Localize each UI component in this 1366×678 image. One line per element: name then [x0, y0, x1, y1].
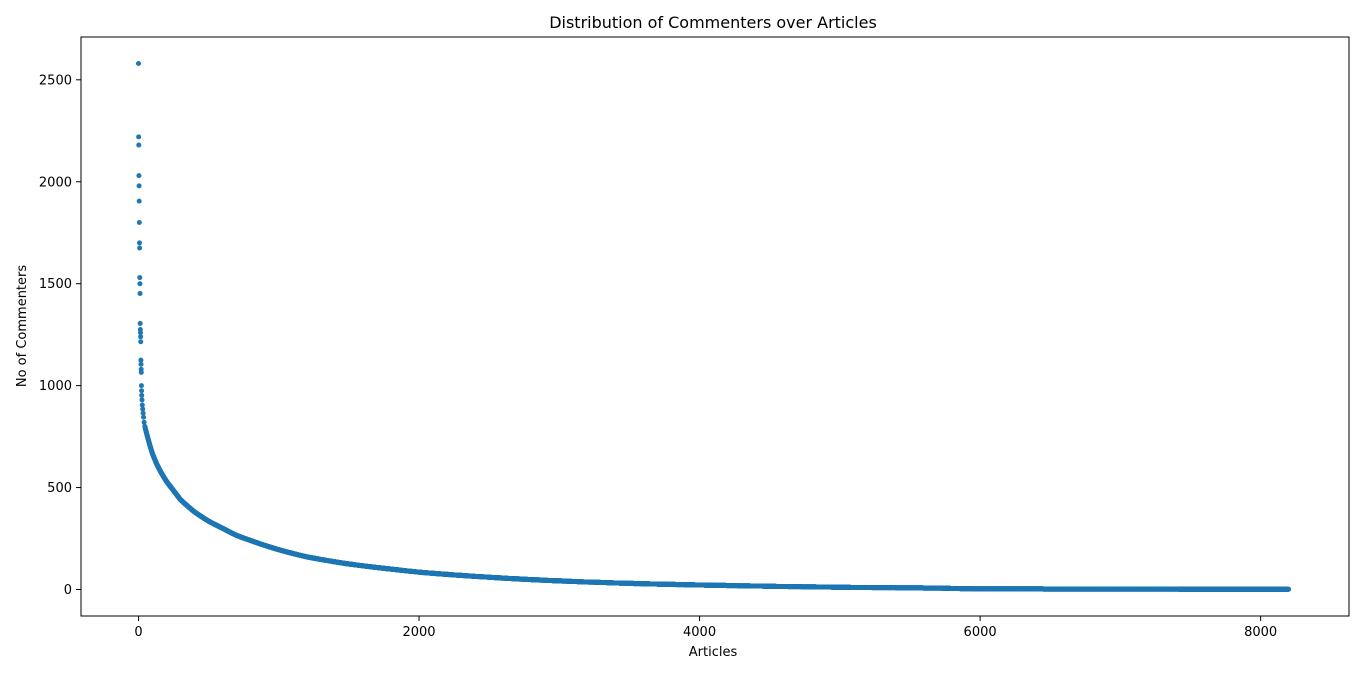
data-point: [140, 410, 146, 416]
data-point: [137, 275, 143, 281]
data-point: [139, 388, 145, 394]
data-point: [136, 240, 142, 246]
data-point: [137, 290, 143, 296]
data-point: [138, 369, 144, 375]
data-point: [139, 397, 145, 403]
data-point: [139, 392, 145, 398]
data-point: [138, 334, 144, 340]
data-point: [136, 142, 142, 148]
data-point: [136, 183, 142, 189]
data-point: [137, 245, 143, 251]
data-point: [138, 383, 144, 389]
data-point: [137, 330, 143, 336]
data-points: [136, 61, 1292, 592]
data-point: [136, 61, 142, 66]
data-point: [141, 414, 147, 420]
data-point: [136, 198, 142, 204]
data-point: [136, 220, 142, 226]
data-point: [138, 357, 144, 363]
data-point: [138, 339, 144, 345]
data-point: [141, 419, 147, 425]
data-point: [137, 281, 143, 287]
data-point: [140, 406, 146, 412]
data-point: [138, 361, 144, 367]
chart-title: Distribution of Commenters over Articles: [549, 13, 877, 32]
data-point: [136, 134, 142, 140]
data-point: [139, 402, 145, 408]
data-point: [136, 173, 142, 179]
data-point: [137, 320, 143, 326]
